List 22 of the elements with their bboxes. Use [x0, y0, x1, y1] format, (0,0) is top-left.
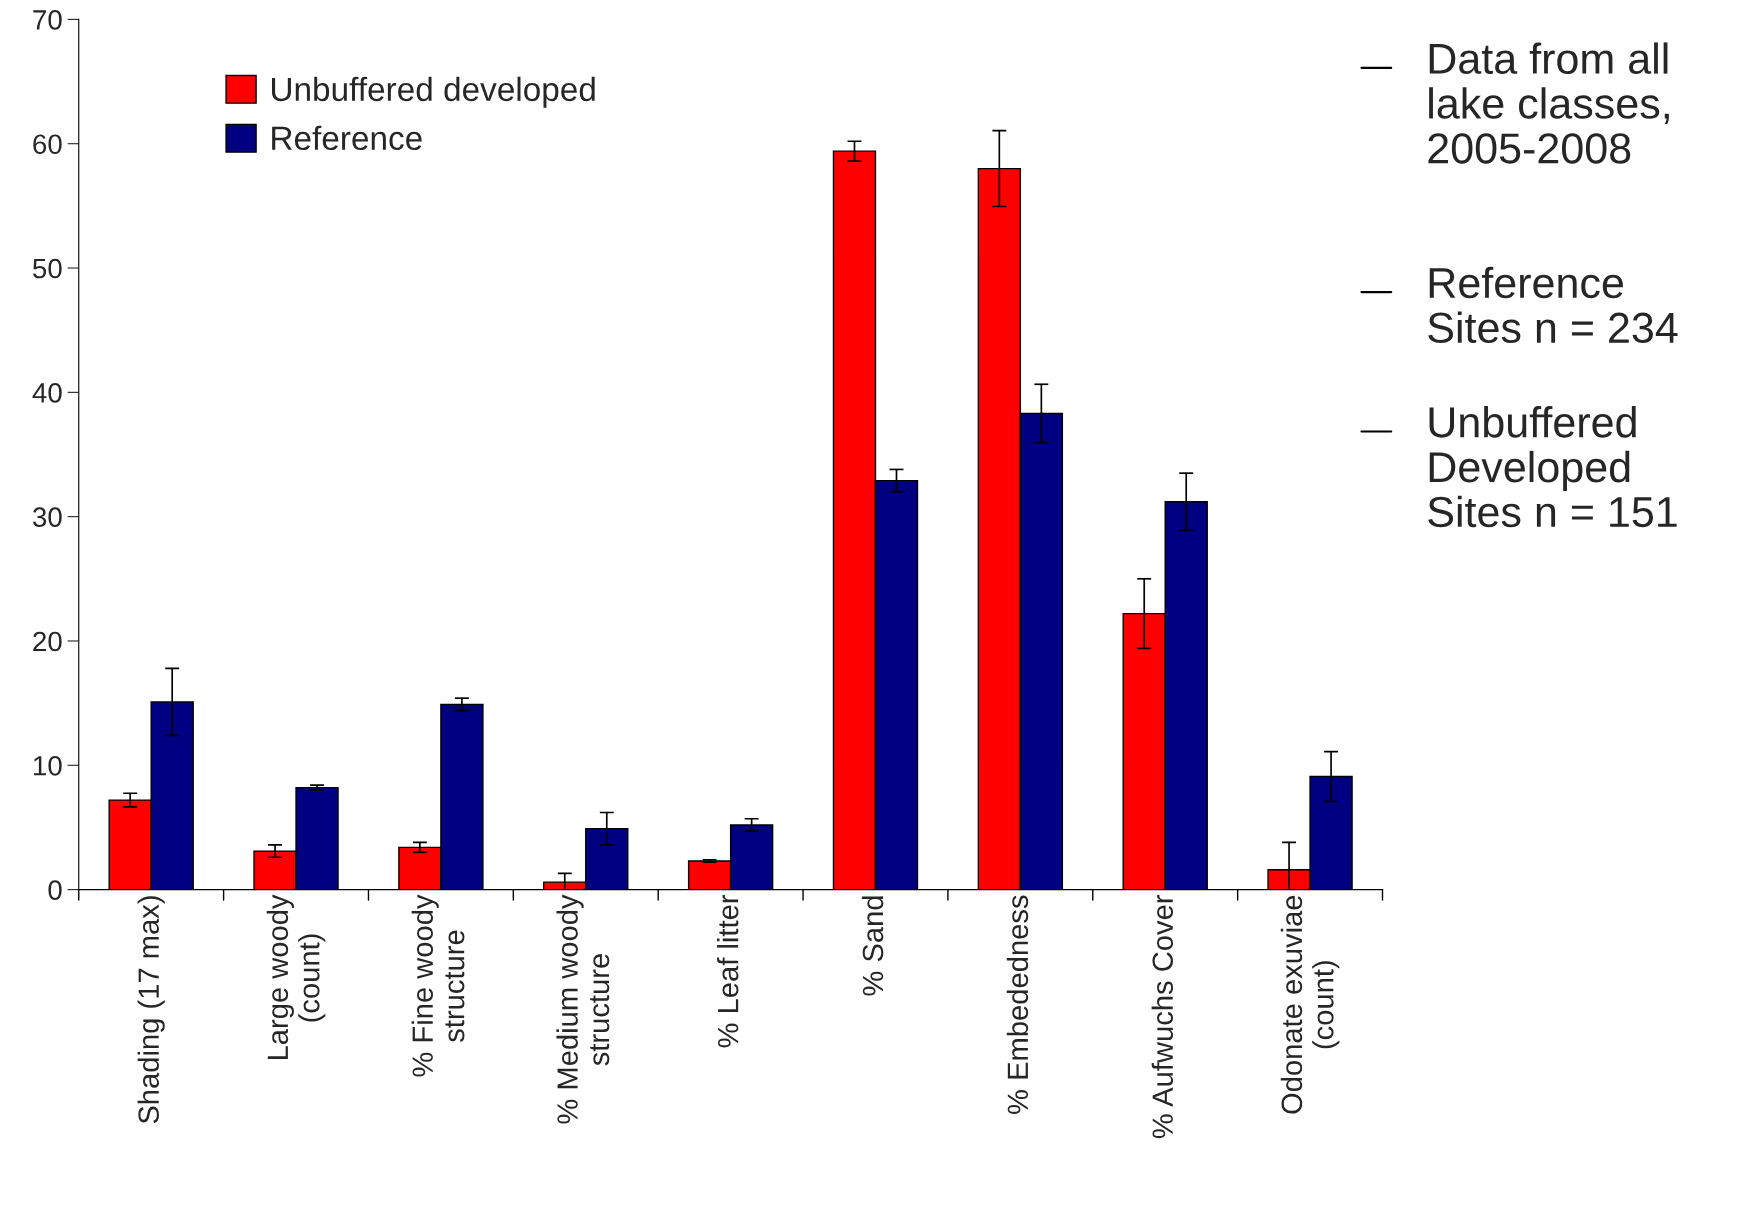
legend-label: Reference	[272, 125, 422, 151]
y-tick-label: 20	[33, 631, 62, 652]
text: Reference Sites n = 234	[1428, 266, 1678, 344]
legend-label: Unbuffered developed	[271, 76, 595, 108]
y-tick-label: 30	[32, 507, 62, 527]
y-tick-label: 60	[33, 134, 62, 155]
text: Data from all lake classes, 2005-2008	[1428, 42, 1669, 164]
x-tick-label: % Medium woody structure	[556, 894, 610, 1124]
x-tick-label: % Sand	[861, 896, 884, 996]
y-tick-label: 50	[32, 258, 62, 279]
y-tick-label: 40	[32, 383, 62, 403]
y-tick-label: 10	[34, 755, 62, 776]
x-tick-label: % Aufwuchs Cover	[1151, 894, 1174, 1139]
text: Unbuffered Developed Sites n = 151	[1428, 406, 1677, 528]
x-tick-label: Shading (17 max)	[137, 896, 165, 1124]
y-tick-label: 0	[48, 880, 62, 900]
x-tick-label: % Leaf litter	[717, 894, 739, 1048]
y-tick-label: 70	[33, 10, 62, 30]
x-tick-label: % Fine woody structure	[411, 894, 465, 1077]
x-tick-label: % Embededness	[1006, 895, 1029, 1114]
x-tick-label: Large woody (count)	[266, 894, 326, 1060]
x-tick-label: Odonate exuviae (count)	[1280, 895, 1340, 1114]
